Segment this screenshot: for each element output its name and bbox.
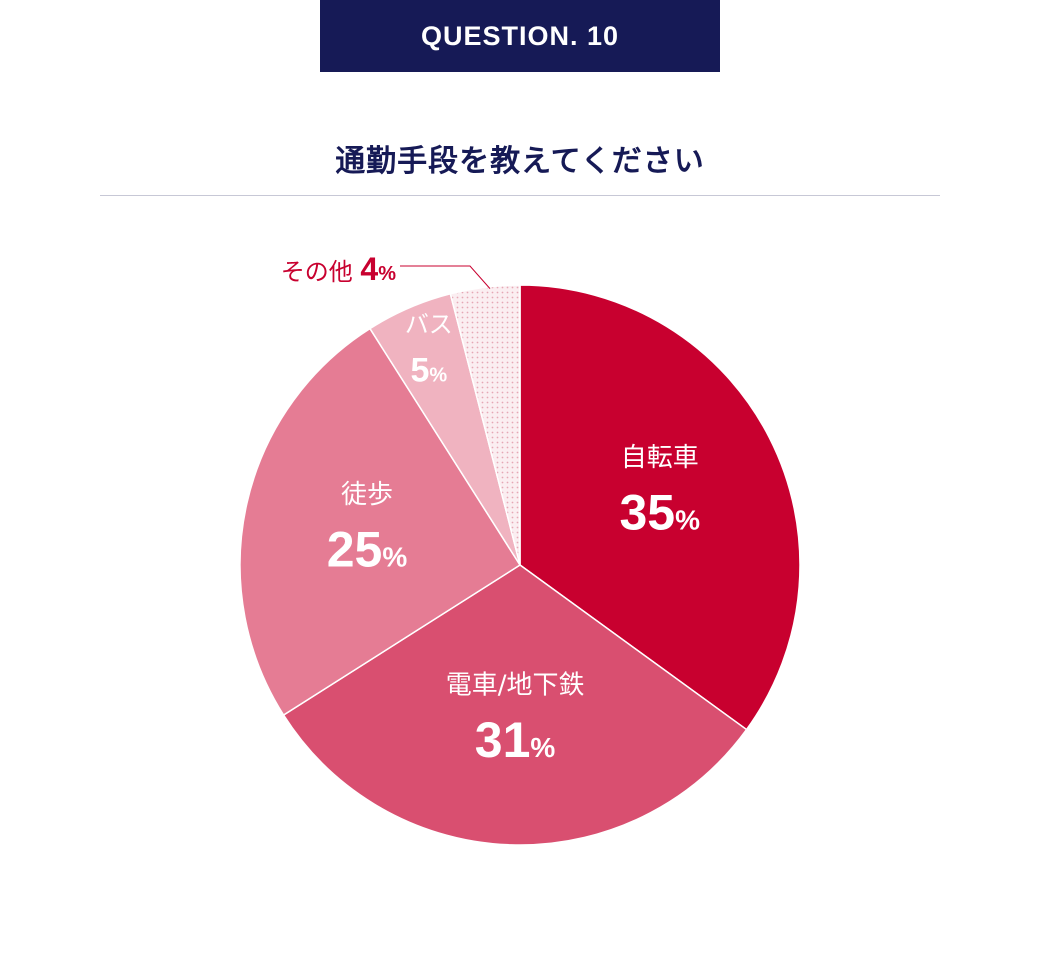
slice-value-label-0: 35%	[619, 484, 700, 540]
slice-label-4: その他 4%	[281, 251, 396, 287]
slice-name-0: 自転車	[621, 443, 699, 473]
pie-slice-0	[519, 284, 801, 731]
slice-value-0: 35	[619, 484, 675, 540]
slice-value-1: 31	[475, 712, 531, 768]
pie-slice-1	[282, 564, 748, 846]
slice-percent-sign-2: %	[382, 541, 407, 572]
slice-percent-sign-4: %	[378, 263, 396, 285]
slice-value-3: 5	[410, 351, 429, 389]
question-number-text: QUESTION. 10	[420, 20, 620, 51]
question-title: 通勤手段を教えてください	[335, 144, 705, 179]
callout-leader-line	[400, 265, 491, 289]
slice-percent-sign-1: %	[530, 732, 555, 763]
slice-value-label-3: 5%	[410, 351, 447, 389]
slice-value-label-1: 31%	[475, 712, 556, 768]
slice-percent-sign-0: %	[675, 504, 700, 535]
question-number-badge: QUESTION. 10	[320, 0, 720, 72]
pie-slice-4	[449, 284, 521, 566]
slice-value-4: 4	[360, 251, 378, 287]
slice-name-3: バス	[405, 310, 453, 338]
slice-name-1: 電車/地下鉄	[446, 671, 585, 701]
slice-name-4: その他	[281, 258, 361, 286]
pie-slice-2	[239, 327, 522, 717]
slice-percent-sign-3: %	[429, 364, 447, 386]
title-divider	[100, 195, 940, 196]
slice-value-label-2: 25%	[327, 521, 408, 577]
slice-name-2: 徒歩	[341, 480, 393, 510]
slice-value-2: 25	[327, 521, 383, 577]
